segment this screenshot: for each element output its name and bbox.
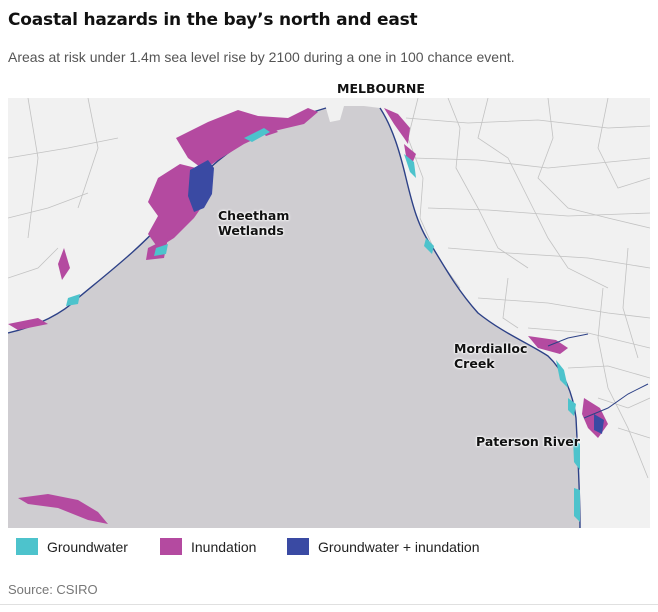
groundwater-zones <box>66 128 580 522</box>
label-mordialloc-creek: Mordialloc Creek <box>454 341 528 371</box>
chart-subtitle: Areas at risk under 1.4m sea level rise … <box>8 49 515 65</box>
label-paterson-river: Paterson River <box>476 434 580 449</box>
label-cheetham-wetlands: Cheetham Wetlands <box>218 208 290 238</box>
bay-water <box>8 106 580 528</box>
legend-label-combined: Groundwater + inundation <box>318 538 480 555</box>
legend-item-combined: Groundwater + inundation <box>287 538 480 555</box>
chart-title: Coastal hazards in the bay’s north and e… <box>8 10 418 30</box>
hazard-map[interactable]: Cheetham Wetlands Mordialloc Creek Pater… <box>8 98 650 528</box>
legend-swatch-groundwater <box>16 538 38 555</box>
coastline-east <box>379 107 581 528</box>
rivers <box>547 333 649 419</box>
legend-label-inundation: Inundation <box>191 538 257 555</box>
legend-label-groundwater: Groundwater <box>47 538 128 555</box>
road-network <box>8 98 650 479</box>
combined-zones <box>188 160 604 434</box>
map-canvas <box>8 98 650 528</box>
legend-swatch-combined <box>287 538 309 555</box>
label-melbourne: MELBOURNE <box>337 81 425 96</box>
legend-item-inundation: Inundation <box>160 538 256 555</box>
footer-divider <box>0 604 658 605</box>
legend: Groundwater Inundation Groundwater + inu… <box>8 538 650 558</box>
legend-swatch-inundation <box>160 538 182 555</box>
source-note: Source: CSIRO <box>8 582 98 597</box>
legend-item-groundwater: Groundwater <box>16 538 128 555</box>
